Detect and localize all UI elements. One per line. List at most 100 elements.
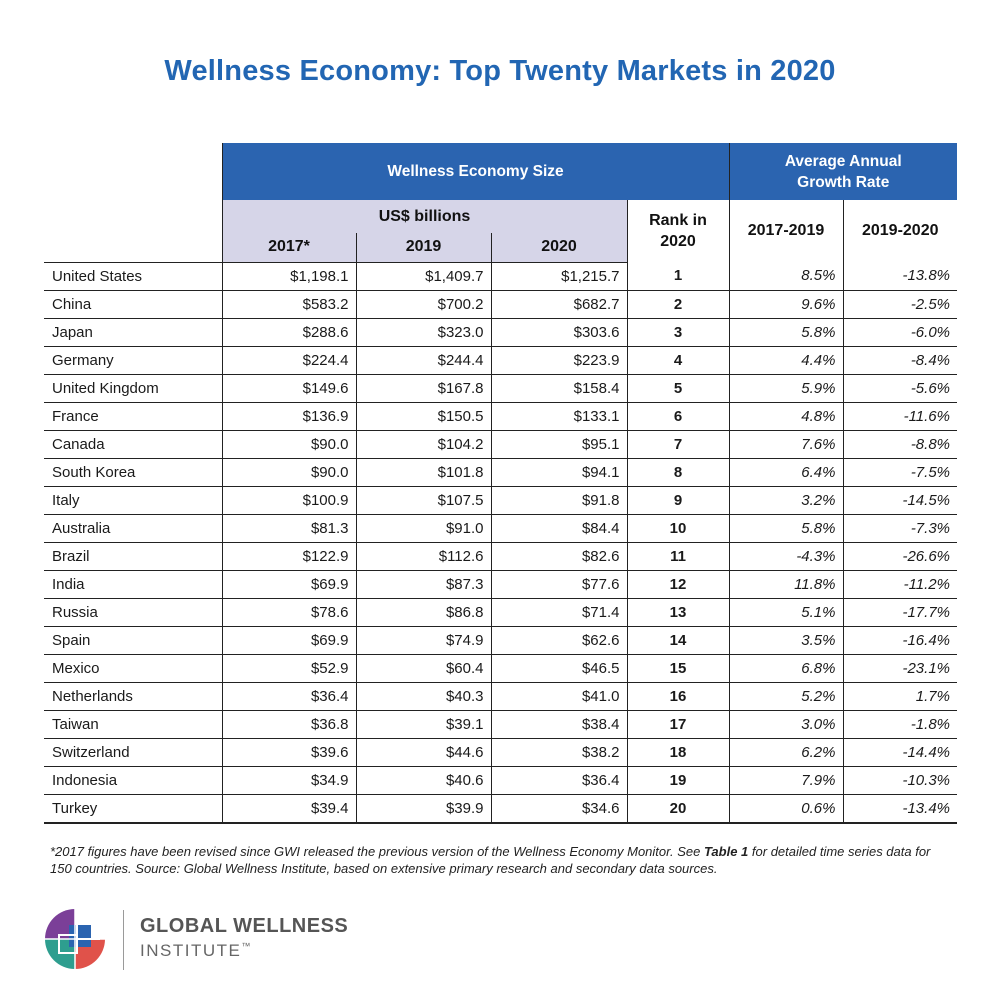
rank-cell: 12	[627, 570, 730, 599]
growth-2019-2020-cell: -14.4%	[843, 738, 957, 767]
growth-2019-2020-cell: -5.6%	[843, 374, 957, 403]
growth-group-label: Average Annual Growth Rate	[784, 152, 902, 191]
country-cell: Germany	[44, 346, 223, 375]
value-2020-cell: $34.6	[491, 794, 628, 824]
footnote-table-ref: Table 1	[703, 844, 749, 859]
growth-2017-2019-cell: 7.9%	[729, 766, 844, 795]
growth-2019-2020-cell: 1.7%	[843, 682, 957, 711]
value-2020-cell: $38.4	[491, 710, 628, 739]
country-cell: Russia	[44, 598, 223, 627]
value-2020-cell: $682.7	[491, 290, 628, 319]
value-2017-cell: $69.9	[222, 570, 357, 599]
table-row: France $136.9 $150.5 $133.1 6 4.8% -11.6%	[44, 402, 957, 431]
value-2019-cell: $1,409.7	[356, 262, 492, 291]
country-cell: China	[44, 290, 223, 319]
value-2019-cell: $150.5	[356, 402, 492, 431]
table-row: Japan $288.6 $323.0 $303.6 3 5.8% -6.0%	[44, 318, 957, 347]
table-row: Taiwan $36.8 $39.1 $38.4 17 3.0% -1.8%	[44, 710, 957, 739]
growth-2017-2019-cell: 6.8%	[729, 654, 844, 683]
growth-2017-2019-cell: 9.6%	[729, 290, 844, 319]
value-2020-cell: $71.4	[491, 598, 628, 627]
value-2017-cell: $39.6	[222, 738, 357, 767]
value-2017-cell: $100.9	[222, 486, 357, 515]
growth-2019-2020-cell: -23.1%	[843, 654, 957, 683]
value-2020-cell: $41.0	[491, 682, 628, 711]
table-row: United Kingdom $149.6 $167.8 $158.4 5 5.9% -5.…	[44, 374, 957, 403]
value-2019-cell: $40.3	[356, 682, 492, 711]
rank-cell: 13	[627, 598, 730, 627]
value-2017-cell: $90.0	[222, 458, 357, 487]
growth-2019-2020-cell: -7.5%	[843, 458, 957, 487]
growth-2019-2020-cell: -13.4%	[843, 794, 957, 824]
rank-cell: 16	[627, 682, 730, 711]
rank-cell: 15	[627, 654, 730, 683]
table-row: Turkey $39.4 $39.9 $34.6 20 0.6% -13.4%	[44, 794, 957, 824]
value-2019-cell: $244.4	[356, 346, 492, 375]
value-2019-cell: $60.4	[356, 654, 492, 683]
gwi-logo-icon	[45, 909, 105, 969]
growth-2017-2019-cell: 11.8%	[729, 570, 844, 599]
col-2017-header: 2017*	[221, 233, 357, 263]
value-2020-cell: $82.6	[491, 542, 628, 571]
country-cell: United Kingdom	[44, 374, 223, 403]
growth-2017-2019-cell: 8.5%	[729, 262, 844, 291]
value-2017-cell: $90.0	[222, 430, 357, 459]
growth-2017-2019-cell: 7.6%	[729, 430, 844, 459]
rank-cell: 20	[627, 794, 730, 824]
value-2020-cell: $91.8	[491, 486, 628, 515]
size-group-header: Wellness Economy Size	[221, 143, 730, 200]
usd-billions-header: US$ billions	[221, 200, 628, 233]
table-row: Russia $78.6 $86.8 $71.4 13 5.1% -17.7%	[44, 598, 957, 627]
growth-2017-2019-cell: 3.0%	[729, 710, 844, 739]
value-2020-cell: $62.6	[491, 626, 628, 655]
growth-2019-2020-cell: -8.4%	[843, 346, 957, 375]
value-2020-cell: $77.6	[491, 570, 628, 599]
header-blank-2	[44, 200, 222, 233]
growth-2017-2019-cell: 4.4%	[729, 346, 844, 375]
rank-cell: 9	[627, 486, 730, 515]
growth-2017-2019-cell: 5.2%	[729, 682, 844, 711]
growth-2019-2020-cell: -2.5%	[843, 290, 957, 319]
country-cell: Japan	[44, 318, 223, 347]
country-cell: Canada	[44, 430, 223, 459]
page-title: Wellness Economy: Top Twenty Markets in …	[164, 55, 836, 87]
value-2019-cell: $87.3	[356, 570, 492, 599]
growth-2019-2020-cell: -10.3%	[843, 766, 957, 795]
country-cell: Spain	[44, 626, 223, 655]
rank-cell: 8	[627, 458, 730, 487]
value-2019-cell: $86.8	[356, 598, 492, 627]
value-2017-cell: $1,198.1	[222, 262, 357, 291]
rank-header: Rank in 2020	[627, 200, 730, 262]
table-row: Indonesia $34.9 $40.6 $36.4 19 7.9% -10.3%	[44, 766, 957, 795]
country-cell: Turkey	[44, 794, 223, 824]
trademark-symbol: ™	[241, 941, 251, 951]
table-row: United States $1,198.1 $1,409.7 $1,215.7 1 8.…	[44, 262, 957, 291]
value-2017-cell: $122.9	[222, 542, 357, 571]
header-blank	[44, 143, 222, 200]
table-row: Italy $100.9 $107.5 $91.8 9 3.2% -14.5%	[44, 486, 957, 515]
footnote: *2017 figures have been revised since GW…	[50, 843, 955, 877]
rank-cell: 4	[627, 346, 730, 375]
table-row: Netherlands $36.4 $40.3 $41.0 16 5.2% 1.7%	[44, 682, 957, 711]
value-2017-cell: $34.9	[222, 766, 357, 795]
table-row: Mexico $52.9 $60.4 $46.5 15 6.8% -23.1%	[44, 654, 957, 683]
growth-2019-2020-cell: -14.5%	[843, 486, 957, 515]
table-row: Germany $224.4 $244.4 $223.9 4 4.4% -8.4%	[44, 346, 957, 375]
growth-2017-2019-cell: -4.3%	[729, 542, 844, 571]
value-2020-cell: $94.1	[491, 458, 628, 487]
rank-cell: 5	[627, 374, 730, 403]
table-row: Brazil $122.9 $112.6 $82.6 11 -4.3% -26.6%	[44, 542, 957, 571]
rank-cell: 7	[627, 430, 730, 459]
country-cell: Netherlands	[44, 682, 223, 711]
value-2017-cell: $78.6	[222, 598, 357, 627]
table-row: India $69.9 $87.3 $77.6 12 11.8% -11.2%	[44, 570, 957, 599]
growth-2019-2020-cell: -11.6%	[843, 402, 957, 431]
table-body: United States $1,198.1 $1,409.7 $1,215.7 1 8.…	[44, 262, 957, 824]
country-cell: United States	[44, 262, 223, 291]
value-2019-cell: $112.6	[356, 542, 492, 571]
country-cell: France	[44, 402, 223, 431]
growth-group-header: Average Annual Growth Rate	[729, 143, 957, 200]
country-cell: Taiwan	[44, 710, 223, 739]
logo-divider	[123, 910, 124, 970]
growth-2019-2020-cell: -17.7%	[843, 598, 957, 627]
